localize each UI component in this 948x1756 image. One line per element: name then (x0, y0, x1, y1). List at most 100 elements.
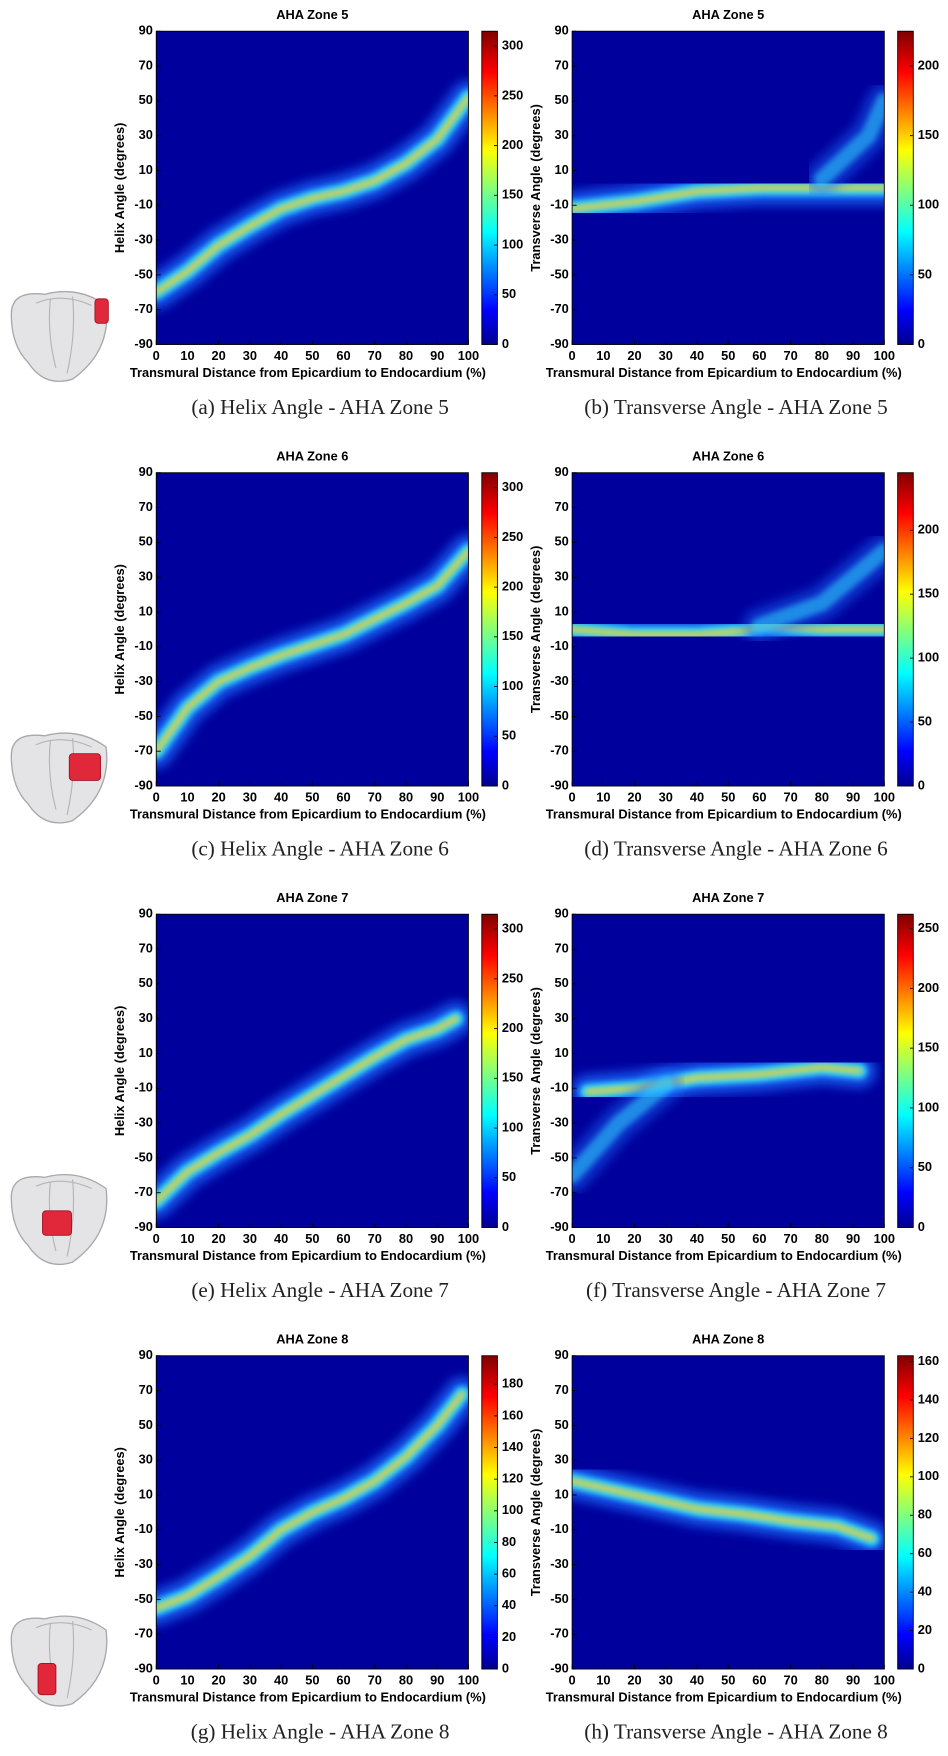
y-axis-label: Helix Angle (degrees) (112, 1447, 127, 1578)
x-tick-label: 10 (180, 1673, 194, 1688)
x-tick-label: 40 (690, 1673, 704, 1688)
colorbar (897, 1355, 914, 1670)
y-tick-label: 90 (555, 906, 569, 921)
x-tick-label: 50 (305, 790, 319, 805)
y-tick-label: 10 (555, 603, 569, 618)
x-tick-label: 90 (846, 1231, 860, 1246)
y-tick-label: 30 (555, 127, 569, 142)
x-axis-label: Transmural Distance from Epicardium to E… (130, 1248, 486, 1263)
y-tick-label: -70 (134, 1184, 153, 1199)
colorbar-tick-label: 0 (918, 777, 925, 792)
y-tick-label: 30 (555, 1452, 569, 1467)
colorbar-tick-label: 50 (502, 286, 516, 301)
y-tick-label: 10 (555, 1045, 569, 1060)
x-tick-label: 40 (274, 790, 288, 805)
heart-inner (35, 296, 92, 374)
x-tick-label: 60 (752, 790, 766, 805)
y-tick-label: 30 (555, 569, 569, 584)
y-tick-label: -70 (134, 743, 153, 758)
density-band (751, 543, 885, 634)
colorbar (481, 1355, 498, 1670)
x-tick-label: 50 (721, 348, 735, 363)
x-tick-label: 20 (627, 1231, 641, 1246)
colorbar-tick-label: 150 (502, 187, 523, 202)
x-tick-label: 20 (627, 790, 641, 805)
colorbar-tick-label: 0 (502, 1660, 509, 1675)
y-tick-label: 90 (555, 1347, 569, 1362)
y-tick-label: -10 (134, 1521, 153, 1536)
x-axis-label: Transmural Distance from Epicardium to E… (546, 1689, 902, 1704)
x-tick-label: 50 (721, 1673, 735, 1688)
colorbar-tick-label: 0 (918, 336, 925, 351)
x-tick-label: 10 (596, 1673, 610, 1688)
colorbar-tick-label: 120 (502, 1471, 523, 1486)
x-tick-label: 50 (305, 1673, 319, 1688)
colorbar-tick-label: 0 (502, 777, 509, 792)
x-axis-label: Transmural Distance from Epicardium to E… (130, 1689, 486, 1704)
y-tick-label: 10 (555, 1486, 569, 1501)
y-tick-label: -30 (550, 231, 569, 246)
y-axis-label: Transverse Angle (degrees) (528, 987, 543, 1155)
density-band (572, 1077, 674, 1184)
y-tick-label: -30 (134, 1114, 153, 1129)
panel: AHA Zone 50 10 20 30 40 50 60 70 80 90 100-90-70-5… (112, 7, 523, 419)
x-tick-label: 90 (846, 348, 860, 363)
y-tick-label: -10 (550, 638, 569, 653)
y-tick-label: 70 (139, 940, 153, 955)
x-tick-label: 10 (596, 1231, 610, 1246)
colorbar (897, 30, 914, 345)
colorbar-tick-label: 160 (918, 1353, 939, 1368)
y-tick-label: -70 (550, 743, 569, 758)
y-tick-label: 50 (139, 534, 153, 549)
y-axis-label: Helix Angle (degrees) (112, 1006, 127, 1137)
y-tick-label: -10 (134, 638, 153, 653)
x-tick-label: 60 (336, 790, 350, 805)
y-tick-label: 10 (555, 162, 569, 177)
x-tick-label: 0 (569, 790, 576, 805)
colorbar-tick-label: 250 (918, 920, 939, 935)
colorbar-tick-label: 40 (918, 1584, 932, 1599)
panel: AHA Zone 80 10 20 30 40 50 60 70 80 90 100-90-70-5… (112, 1332, 523, 1744)
x-tick-label: 40 (274, 1673, 288, 1688)
x-tick-label: 50 (305, 348, 319, 363)
chart-title: AHA Zone 7 (692, 890, 764, 905)
colorbar-tick-label: 100 (502, 1502, 523, 1517)
heart-segment (37, 1663, 57, 1696)
colorbar-tick-label: 100 (502, 1119, 523, 1134)
chart-title: AHA Zone 6 (276, 449, 348, 464)
heatmap (572, 84, 885, 226)
colorbar-tick-label: 50 (918, 713, 932, 728)
y-tick-label: -90 (550, 1219, 569, 1234)
y-axis-label: Helix Angle (degrees) (112, 564, 127, 695)
x-tick-label: 70 (368, 1231, 382, 1246)
x-tick-label: 80 (399, 790, 413, 805)
y-tick-label: -30 (550, 673, 569, 688)
heart-outline (10, 290, 108, 383)
x-tick-label: 90 (430, 1231, 444, 1246)
caption: (g) Helix Angle - AHA Zone 8 (191, 1720, 450, 1744)
x-tick-label: 40 (274, 1231, 288, 1246)
colorbar-tick-label: 200 (502, 578, 523, 593)
y-tick-label: 10 (139, 1045, 153, 1060)
y-tick-label: 70 (139, 1382, 153, 1397)
x-tick-label: 0 (153, 1673, 160, 1688)
y-tick-label: 50 (555, 534, 569, 549)
y-tick-label: -10 (550, 1080, 569, 1095)
x-tick-label: 40 (690, 790, 704, 805)
colorbar-tick-label: 80 (918, 1507, 932, 1522)
x-tick-label: 80 (815, 1231, 829, 1246)
x-tick-label: 50 (721, 1231, 735, 1246)
chart-title: AHA Zone 5 (692, 7, 764, 22)
colorbar-tick-label: 120 (918, 1430, 939, 1445)
y-tick-label: 90 (139, 1347, 153, 1362)
heatmap (156, 1001, 469, 1219)
heart-icon (10, 290, 109, 383)
y-tick-label: -70 (550, 301, 569, 316)
x-tick-label: 30 (243, 1673, 257, 1688)
colorbar-tick-label: 160 (502, 1407, 523, 1422)
y-tick-label: -50 (550, 1591, 569, 1606)
x-tick-label: 30 (243, 790, 257, 805)
colorbar-tick-label: 300 (502, 921, 523, 936)
colorbar-tick-label: 250 (502, 970, 523, 985)
